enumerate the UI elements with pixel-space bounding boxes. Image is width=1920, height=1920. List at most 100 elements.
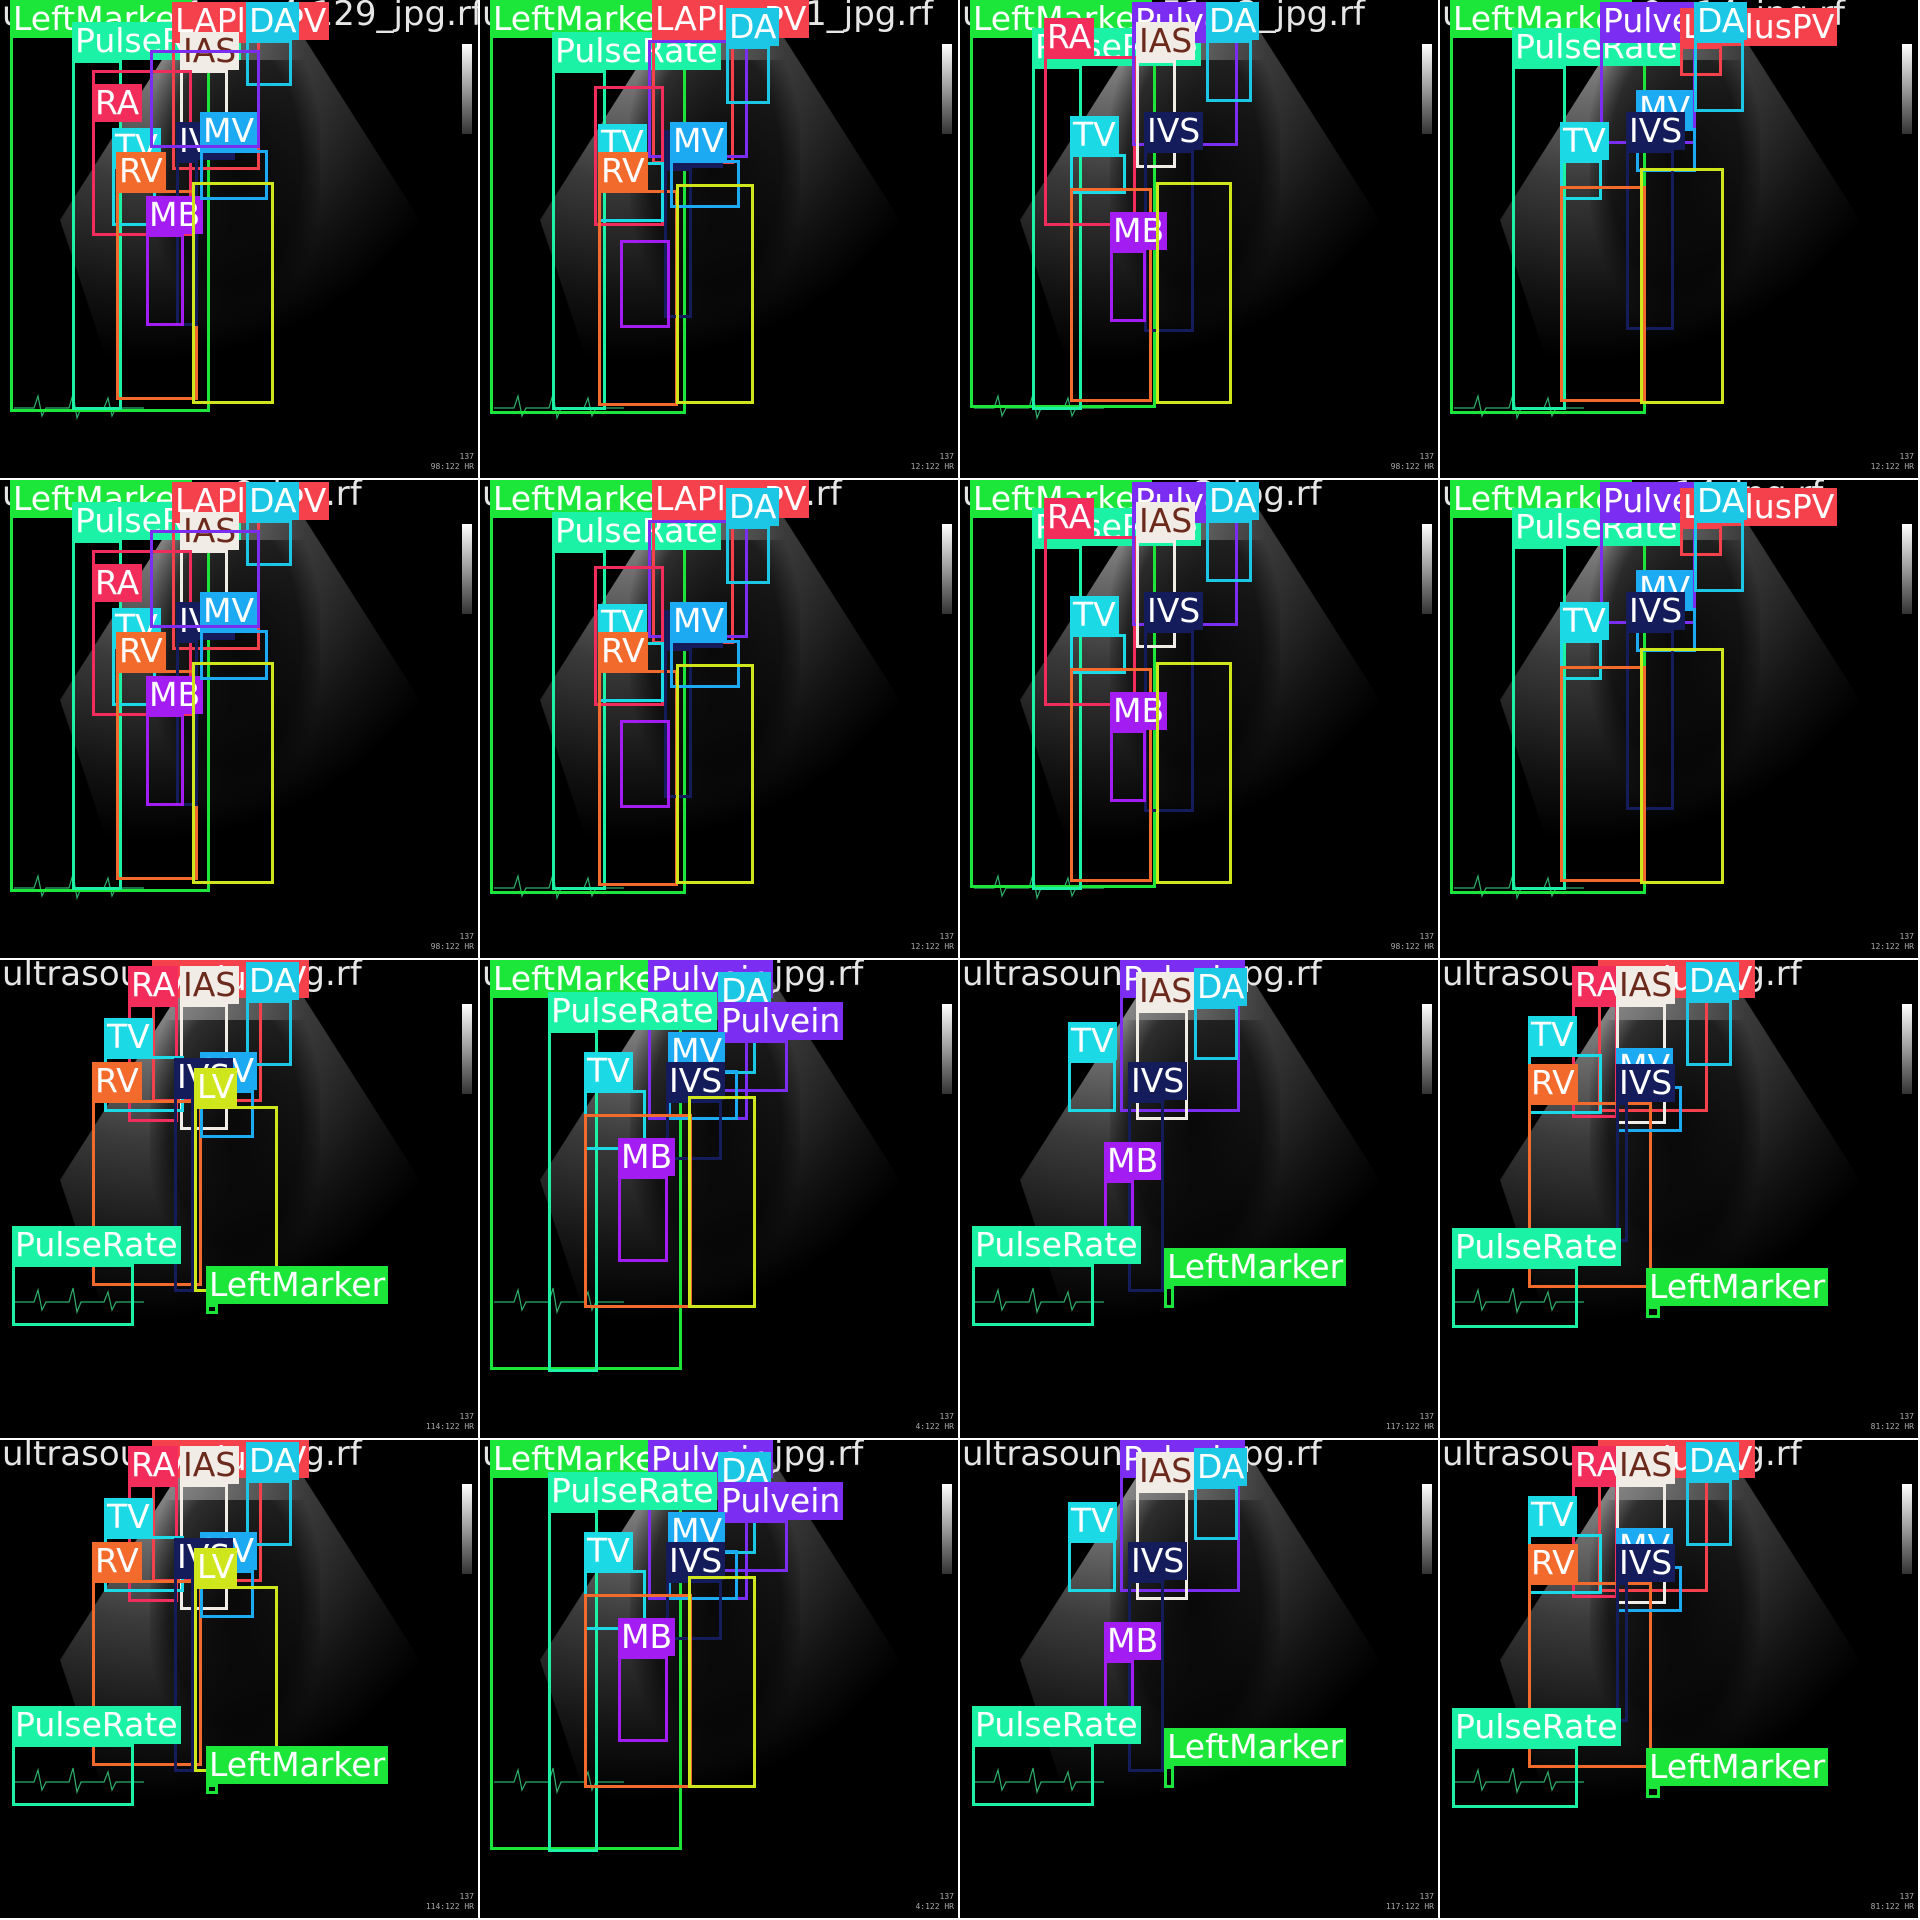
bbox-mb [1110,730,1146,802]
bbox-da [726,46,770,104]
heart-rate-readout: 137 98:122 HR [430,932,474,951]
grayscale-bar [1902,1004,1912,1094]
image-tile: ultrasound_...2_jpg.rf13798:122 HRLeftMa… [960,480,1438,958]
ecg-trace [974,1287,1104,1315]
bbox-tv [1068,1540,1116,1592]
bbox-mb [618,1656,668,1742]
bbox-da [1694,40,1744,112]
heart-rate-readout: 137 4:122 HR [915,1412,954,1431]
heart-rate-readout: 137 12:122 HR [1870,452,1914,471]
bbox-label-ra: RA [128,1446,179,1484]
heart-rate-readout: 137 98:122 HR [1390,452,1434,471]
bbox-label-da: DA [726,488,780,526]
bbox-lv [1156,662,1232,884]
ecg-trace [14,393,144,421]
bbox-lapluspv [1680,46,1722,76]
bbox-label-leftmarker: LeftMarker [1646,1748,1829,1786]
bbox-label-ivs: IVS [1128,1062,1188,1100]
image-tile: ultrasound_...1_jpg.rf13712:122 HRLeftMa… [480,480,958,958]
bbox-label-ra: RA [1572,966,1623,1004]
bbox-label-ivs: IVS [1144,112,1204,150]
bbox-pulserate [1512,546,1566,890]
bbox-label-ivs: IVS [1616,1544,1676,1582]
bbox-ivs [1626,630,1674,810]
bbox-lv [192,182,274,404]
bbox-label-mb: MB [618,1618,676,1656]
bbox-label-pulserate: PulseRate [12,1706,181,1744]
bbox-label-leftmarker: LeftMarker [1646,1268,1829,1306]
bbox-label-mb: MB [1104,1622,1162,1660]
bbox-label-ivs: IVS [1626,592,1686,630]
ecg-trace [1454,1287,1584,1315]
grayscale-bar [1902,1484,1912,1574]
bbox-label-da: DA [246,1442,300,1480]
bbox-ivs [176,160,198,326]
bbox-label-lv: LV [194,1068,238,1106]
grayscale-bar [462,1004,472,1094]
bbox-lv [676,184,754,404]
image-tile: ultrasound_...3_jpg.rf137117:122 HRPulve… [960,960,1438,1438]
bbox-ivs [1616,1102,1628,1242]
bbox-label-ias: IAS [1616,1446,1676,1484]
grayscale-bar [942,1004,952,1094]
image-tile: ultrasound_...37_jpg.rf1374:122 HRLeftMa… [480,960,958,1438]
bbox-label-ivs: IVS [1616,1064,1676,1102]
heart-rate-readout: 137 117:122 HR [1385,1892,1434,1911]
heart-rate-readout: 137 98:122 HR [430,452,474,471]
bbox-label-tv: TV [1070,116,1119,154]
ecg-trace [974,1767,1104,1795]
bbox-mv [200,150,268,200]
bbox-label-da: DA [1694,2,1748,40]
bbox-label-pulvein: Pulvein [718,1482,844,1520]
bbox-label-tv: TV [1560,122,1609,160]
bbox-rv [1560,186,1646,402]
bbox-label-rv: RV [116,152,166,190]
bbox-label-lv: LV [194,1548,238,1586]
heart-rate-readout: 137 81:122 HR [1870,1412,1914,1431]
bbox-label-da: DA [1686,1442,1740,1480]
bbox-lapluspv [1680,526,1722,556]
image-tile: ultrasound1_mp4-129_jpg.rf13798:122 HRLe… [0,0,478,478]
bbox-mb [146,234,184,326]
bbox-da [246,1000,292,1066]
image-tile: ultrasound_...9_jpg.rf13798:122 HRLeftMa… [0,480,478,958]
heart-rate-readout: 137 12:122 HR [1870,932,1914,951]
bbox-da [246,1480,292,1546]
bbox-da [726,526,770,584]
bbox-label-mv: MV [670,122,728,160]
image-tile: ultrasound_...37_jpg.rf1374:122 HRLeftMa… [480,1440,958,1918]
bbox-label-tv: TV [1560,602,1609,640]
grayscale-bar [1902,524,1912,614]
bbox-label-da: DA [1694,482,1748,520]
bbox-da [1686,1480,1732,1546]
bbox-mb [620,720,670,808]
bbox-label-tv: TV [104,1018,153,1056]
heart-rate-readout: 137 81:122 HR [1870,1892,1914,1911]
bbox-da [1194,1006,1238,1060]
bbox-pulserate [1452,1266,1578,1328]
heart-rate-readout: 137 12:122 HR [910,932,954,951]
heart-rate-readout: 137 114:122 HR [425,1892,474,1911]
bbox-mb [618,1176,668,1262]
bbox-label-ivs: IVS [1626,112,1686,150]
bbox-ivs [1128,1580,1164,1772]
bbox-label-rv: RV [92,1542,142,1580]
bbox-da [1206,40,1252,102]
bbox-rv [1528,1582,1652,1768]
bbox-tv [1560,640,1602,680]
bbox-label-pulserate: PulseRate [1452,1708,1621,1746]
grayscale-bar [462,44,472,134]
bbox-label-pulserate: PulseRate [548,992,717,1030]
bbox-pulvein [150,530,260,628]
bbox-label-tv: TV [104,1498,153,1536]
heart-rate-readout: 137 12:122 HR [910,452,954,471]
bbox-label-pulserate: PulseRate [548,1472,717,1510]
bbox-leftmarker [1646,1786,1660,1798]
bbox-label-mb: MB [618,1138,676,1176]
bbox-leftmarker [1164,1766,1174,1788]
grayscale-bar [1422,1484,1432,1574]
bbox-lv [192,662,274,884]
bbox-pulserate [548,1510,598,1852]
bbox-label-ivs: IVS [1144,592,1204,630]
